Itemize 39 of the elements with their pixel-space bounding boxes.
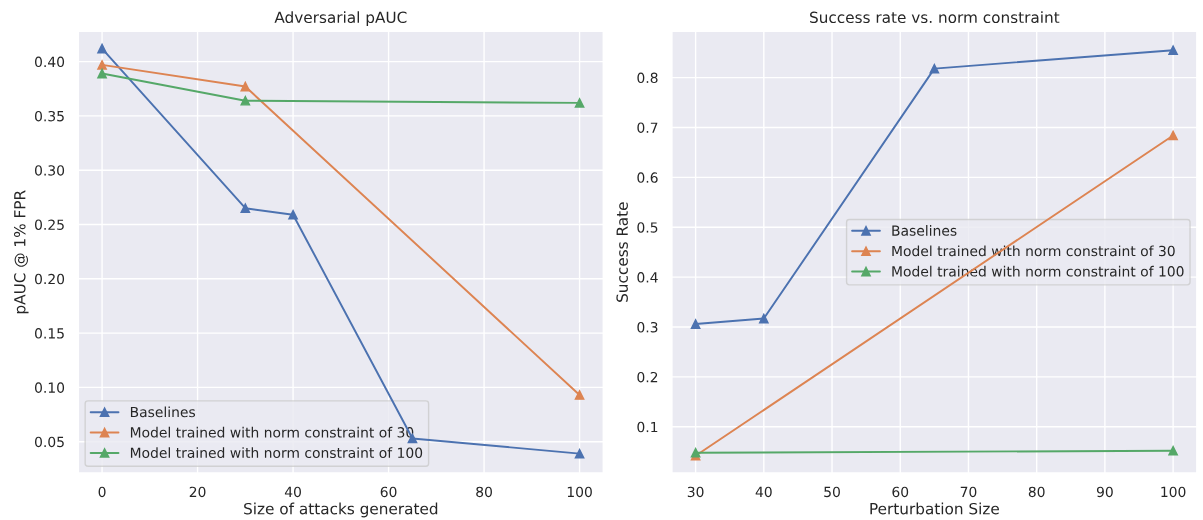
x-tick-label: 60	[892, 486, 909, 498]
x-tick-label: 30	[687, 486, 704, 498]
x-tick-label: 90	[1096, 486, 1113, 498]
legend-label: Baselines	[892, 225, 957, 236]
x-tick-label: 70	[960, 486, 977, 498]
y-tick-label: 0.1	[637, 421, 658, 433]
chart-title: Success rate vs. norm constraint	[810, 11, 1060, 24]
legend-label: Model trained with norm constraint of 100	[130, 447, 423, 459]
x-tick-label: 20	[189, 486, 206, 498]
y-axis-title: Success Rate	[616, 202, 628, 302]
y-tick-label: 0.6	[637, 172, 658, 183]
y-tick-label: 0.40	[34, 56, 65, 68]
y-tick-label: 0.35	[34, 110, 64, 122]
y-tick-label: 0.2	[637, 371, 658, 383]
x-tick-label: 100	[1161, 486, 1186, 498]
y-tick-label: 0.10	[34, 382, 65, 393]
x-tick-label: 40	[284, 486, 301, 498]
x-tick-label: 80	[476, 486, 492, 498]
y-tick-label: 0.05	[34, 436, 64, 448]
x-axis-title: Perturbation Size	[870, 502, 999, 515]
y-tick-label: 0.5	[637, 222, 658, 233]
y-axis-title: pAUC @ 1% FPR	[14, 190, 29, 314]
y-tick-label: 0.15	[34, 328, 64, 339]
y-tick-label: 0.3	[637, 322, 658, 333]
x-tick-label: 0	[98, 486, 106, 498]
legend-label: Baselines	[130, 406, 196, 418]
y-tick-label: 0.20	[34, 273, 65, 285]
x-tick-label: 40	[755, 486, 772, 498]
y-tick-label: 0.8	[637, 72, 658, 84]
y-tick-label: 0.7	[637, 122, 658, 133]
y-tick-label: 0.4	[637, 272, 658, 283]
x-tick-label: 60	[380, 486, 397, 498]
x-tick-label: 50	[824, 486, 840, 498]
y-tick-label: 0.25	[34, 219, 64, 230]
chart-title: Adversarial pAUC	[274, 11, 407, 27]
x-tick-label: 80	[1028, 486, 1045, 498]
x-tick-label: 100	[567, 486, 592, 498]
y-tick-label: 0.30	[34, 165, 65, 176]
x-axis-title: Size of attacks generated	[244, 502, 438, 518]
